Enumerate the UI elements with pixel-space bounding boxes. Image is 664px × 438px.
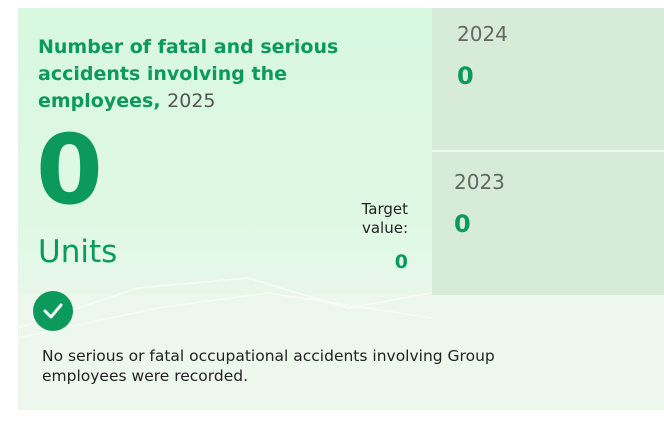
- history-value: 0: [457, 62, 474, 90]
- history-cell: [432, 152, 664, 295]
- history-year: 2024: [457, 22, 508, 46]
- unit: Units: [38, 234, 118, 270]
- hero-panel: [18, 8, 432, 295]
- kpi-card: Number of fatal and serious accidents in…: [18, 8, 664, 410]
- target-label: Target value:: [361, 200, 408, 237]
- title-block: Number of fatal and serious accidents in…: [38, 34, 358, 115]
- main-value: 0: [36, 114, 103, 226]
- check-icon: [33, 291, 73, 331]
- year: 2025: [167, 90, 216, 112]
- decor-lines: [18, 277, 432, 339]
- history-year: 2023: [454, 170, 505, 194]
- history-value: 0: [454, 210, 471, 238]
- target-value: 0: [394, 251, 408, 273]
- note: No serious or fatal occupational acciden…: [42, 347, 495, 385]
- history-cell: [432, 8, 664, 150]
- title: Number of fatal and serious accidents in…: [38, 36, 339, 112]
